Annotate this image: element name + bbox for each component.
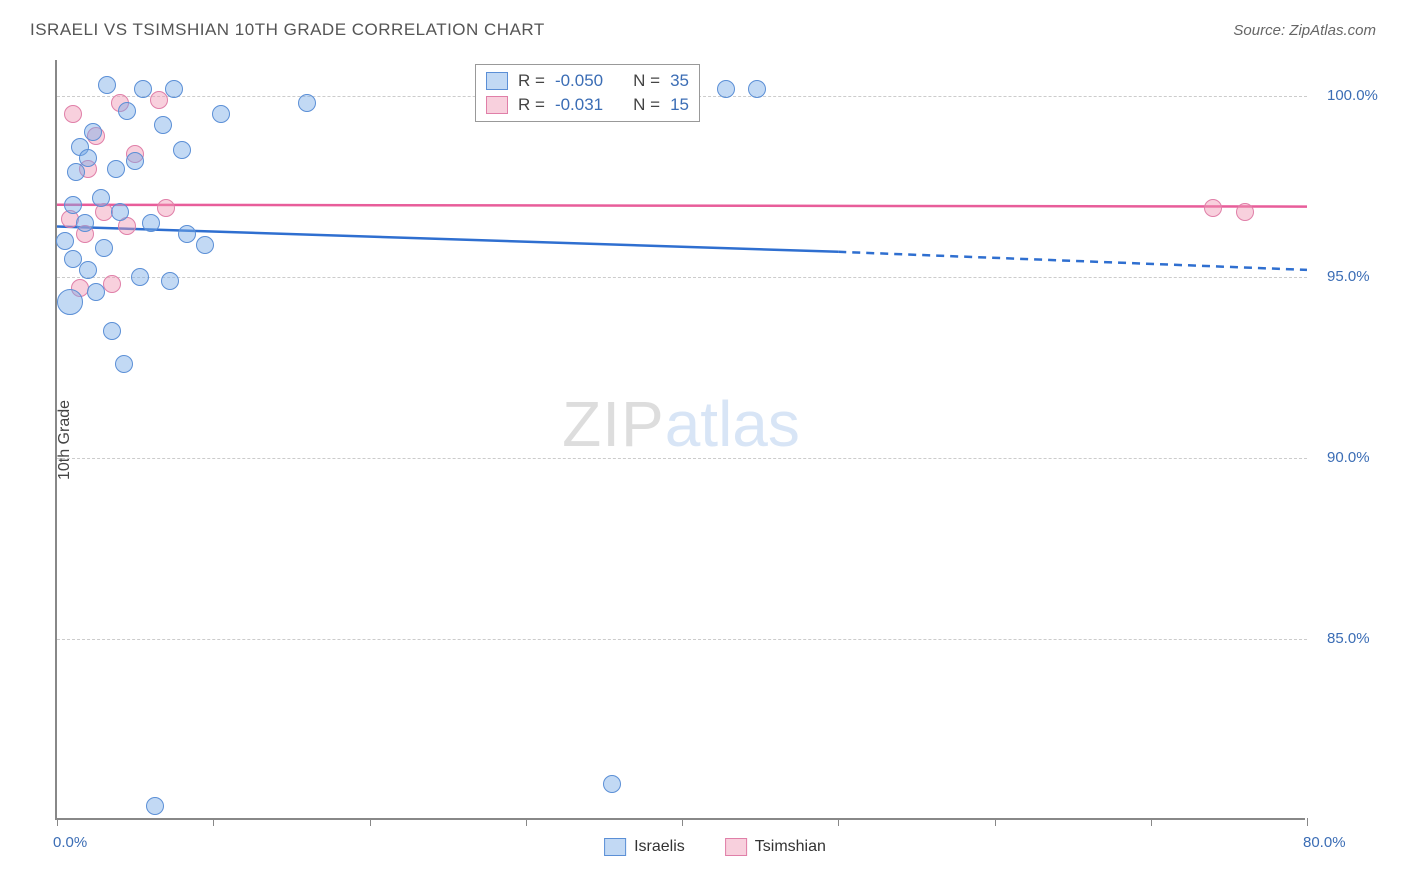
watermark-atlas: atlas <box>665 388 800 460</box>
data-point-israelis <box>146 797 164 815</box>
chart-container: 10th Grade ZIPatlas 85.0%90.0%95.0%100.0… <box>55 60 1375 820</box>
stats-legend: R = -0.050 N = 35 R = -0.031 N = 15 <box>475 64 700 122</box>
data-point-israelis <box>76 214 94 232</box>
y-tick-label: 90.0% <box>1327 449 1370 466</box>
stats-swatch-israelis <box>486 72 508 90</box>
x-tick <box>1307 818 1308 826</box>
x-tick <box>57 818 58 826</box>
data-point-israelis <box>196 236 214 254</box>
data-point-israelis <box>56 232 74 250</box>
x-tick <box>370 818 371 826</box>
x-tick <box>838 818 839 826</box>
x-tick <box>213 818 214 826</box>
data-point-israelis <box>161 272 179 290</box>
legend-swatch-israelis <box>604 838 626 856</box>
stats-R-value-israelis: -0.050 <box>555 71 603 91</box>
gridline-h <box>57 639 1307 640</box>
data-point-israelis <box>131 268 149 286</box>
data-point-tsimshian <box>150 91 168 109</box>
data-point-israelis <box>603 775 621 793</box>
data-point-israelis <box>298 94 316 112</box>
data-point-israelis <box>57 289 83 315</box>
x-tick <box>526 818 527 826</box>
legend-label-tsimshian: Tsimshian <box>755 838 826 856</box>
source-attribution: Source: ZipAtlas.com <box>1233 22 1376 39</box>
stats-R-value-tsimshian: -0.031 <box>555 95 603 115</box>
x-tick-label: 80.0% <box>1303 834 1346 851</box>
legend-swatch-tsimshian <box>725 838 747 856</box>
trend-lines-layer <box>57 60 1307 820</box>
legend-item-tsimshian: Tsimshian <box>725 838 826 856</box>
data-point-israelis <box>118 102 136 120</box>
chart-title: ISRAELI VS TSIMSHIAN 10TH GRADE CORRELAT… <box>30 20 545 40</box>
gridline-h <box>57 277 1307 278</box>
data-point-israelis <box>67 163 85 181</box>
data-point-israelis <box>95 239 113 257</box>
data-point-israelis <box>748 80 766 98</box>
data-point-israelis <box>64 250 82 268</box>
data-point-israelis <box>212 105 230 123</box>
data-point-israelis <box>115 355 133 373</box>
data-point-tsimshian <box>103 275 121 293</box>
legend-item-israelis: Israelis <box>604 838 685 856</box>
data-point-israelis <box>79 261 97 279</box>
y-tick-label: 100.0% <box>1327 87 1378 104</box>
data-point-tsimshian <box>157 199 175 217</box>
data-point-israelis <box>165 80 183 98</box>
data-point-israelis <box>107 160 125 178</box>
data-point-israelis <box>173 141 191 159</box>
data-point-israelis <box>92 189 110 207</box>
stats-row-israelis: R = -0.050 N = 35 <box>486 69 689 93</box>
data-point-israelis <box>111 203 129 221</box>
data-point-israelis <box>103 322 121 340</box>
x-tick <box>995 818 996 826</box>
data-point-israelis <box>126 152 144 170</box>
data-point-israelis <box>154 116 172 134</box>
data-point-israelis <box>178 225 196 243</box>
data-point-israelis <box>717 80 735 98</box>
data-point-israelis <box>134 80 152 98</box>
watermark: ZIPatlas <box>562 387 800 461</box>
stats-N-value-tsimshian: 15 <box>670 95 689 115</box>
y-tick-label: 95.0% <box>1327 268 1370 285</box>
data-point-tsimshian <box>1204 199 1222 217</box>
x-tick <box>1151 818 1152 826</box>
gridline-h <box>57 458 1307 459</box>
data-point-israelis <box>84 123 102 141</box>
stats-N-value-israelis: 35 <box>670 71 689 91</box>
stats-N-label: N = <box>633 95 660 115</box>
source-prefix: Source: <box>1233 22 1289 39</box>
stats-R-label: R = <box>518 71 545 91</box>
trend-line <box>57 205 1307 207</box>
stats-swatch-tsimshian <box>486 96 508 114</box>
x-tick-label: 0.0% <box>53 834 87 851</box>
series-legend: Israelis Tsimshian <box>604 838 826 856</box>
legend-label-israelis: Israelis <box>634 838 685 856</box>
data-point-tsimshian <box>1236 203 1254 221</box>
watermark-zip: ZIP <box>562 388 665 460</box>
data-point-israelis <box>98 76 116 94</box>
data-point-israelis <box>142 214 160 232</box>
x-tick <box>682 818 683 826</box>
source-name: ZipAtlas.com <box>1289 22 1376 39</box>
stats-row-tsimshian: R = -0.031 N = 15 <box>486 93 689 117</box>
trend-line <box>838 252 1307 270</box>
stats-N-label: N = <box>633 71 660 91</box>
data-point-israelis <box>79 149 97 167</box>
data-point-israelis <box>87 283 105 301</box>
y-tick-label: 85.0% <box>1327 630 1370 647</box>
plot-area: ZIPatlas 85.0%90.0%95.0%100.0%0.0%80.0% <box>55 60 1305 820</box>
trend-line <box>57 226 838 251</box>
chart-header: ISRAELI VS TSIMSHIAN 10TH GRADE CORRELAT… <box>0 0 1406 50</box>
stats-R-label: R = <box>518 95 545 115</box>
data-point-tsimshian <box>64 105 82 123</box>
data-point-israelis <box>64 196 82 214</box>
